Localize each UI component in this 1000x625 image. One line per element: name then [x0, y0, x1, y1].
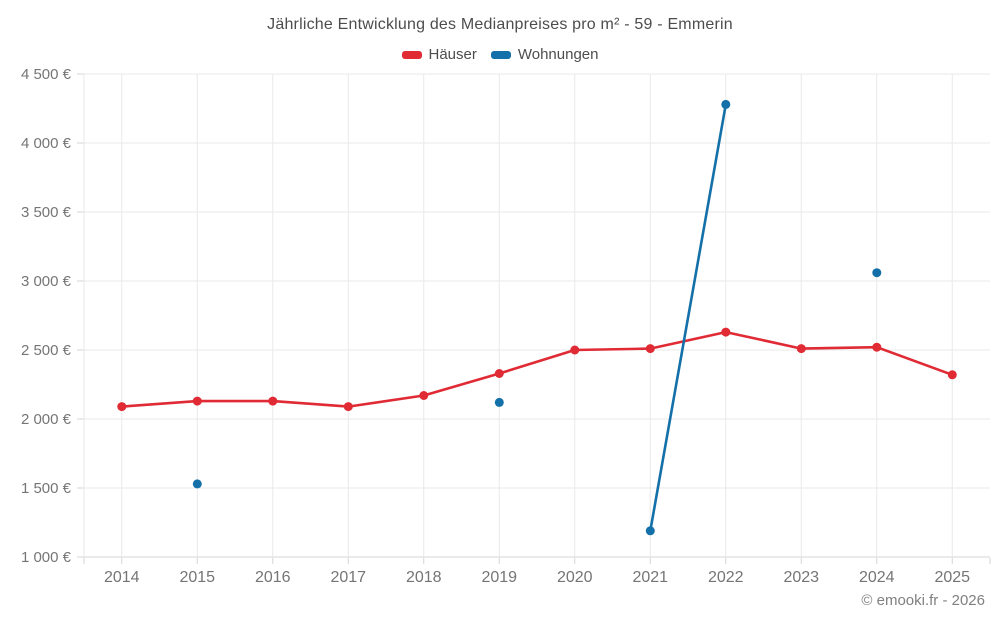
- data-point-0-2014: [117, 402, 127, 412]
- x-tick-label: 2019: [481, 569, 517, 586]
- x-tick-label: 2025: [934, 569, 970, 586]
- x-tick-label: 2024: [859, 569, 895, 586]
- x-tick-label: 2020: [557, 569, 593, 586]
- data-point-0-2016: [268, 396, 278, 406]
- y-tick-label: 4 500 €: [21, 66, 72, 83]
- legend-swatch-icon: [490, 50, 511, 59]
- data-point-0-2025: [947, 370, 957, 380]
- x-tick-label: 2017: [330, 569, 366, 586]
- data-point-1-2021: [645, 526, 655, 536]
- data-point-1-2015: [192, 479, 202, 489]
- data-point-0-2020: [570, 345, 580, 355]
- chart-title: Jährliche Entwicklung des Medianpreises …: [267, 16, 733, 33]
- series-line-1: [650, 104, 877, 530]
- x-tick-label: 2014: [104, 569, 140, 586]
- x-tick-label: 2018: [406, 569, 442, 586]
- y-tick-label: 1 500 €: [21, 480, 72, 497]
- x-tick-label: 2015: [179, 569, 215, 586]
- data-point-0-2019: [494, 369, 504, 378]
- legend-item-1[interactable]: Wohnungen: [490, 46, 599, 63]
- series-line-0: [120, 330, 954, 408]
- x-tick-label: 2021: [632, 569, 668, 586]
- legend-label: Wohnungen: [517, 46, 599, 63]
- chart-legend: Häuser Wohnungen: [0, 46, 1000, 63]
- y-tick-label: 3 000 €: [21, 273, 72, 290]
- x-tick-label: 2022: [708, 569, 744, 586]
- y-tick-label: 2 500 €: [21, 342, 72, 359]
- y-tick-label: 3 500 €: [21, 204, 72, 221]
- data-point-1-2022: [721, 99, 731, 109]
- data-point-0-2024: [872, 342, 882, 352]
- legend-item-0[interactable]: Häuser: [401, 46, 477, 63]
- credit-text: © emooki.fr - 2026: [861, 592, 985, 609]
- data-point-0-2017: [343, 402, 353, 412]
- data-point-0-2015: [192, 396, 202, 406]
- data-point-0-2018: [419, 391, 429, 400]
- y-tick-label: 4 000 €: [21, 135, 72, 152]
- data-point-0-2021: [645, 344, 655, 354]
- data-point-1-2019: [494, 397, 504, 407]
- data-point-1-2024: [872, 268, 882, 278]
- legend-label: Häuser: [428, 46, 477, 63]
- data-point-0-2022: [721, 327, 731, 337]
- y-tick-label: 1 000 €: [21, 549, 72, 566]
- x-tick-label: 2016: [255, 569, 291, 586]
- legend-swatch-icon: [401, 50, 422, 59]
- x-tick-label: 2023: [783, 569, 819, 586]
- y-tick-label: 2 000 €: [21, 411, 72, 428]
- data-point-0-2023: [796, 344, 806, 354]
